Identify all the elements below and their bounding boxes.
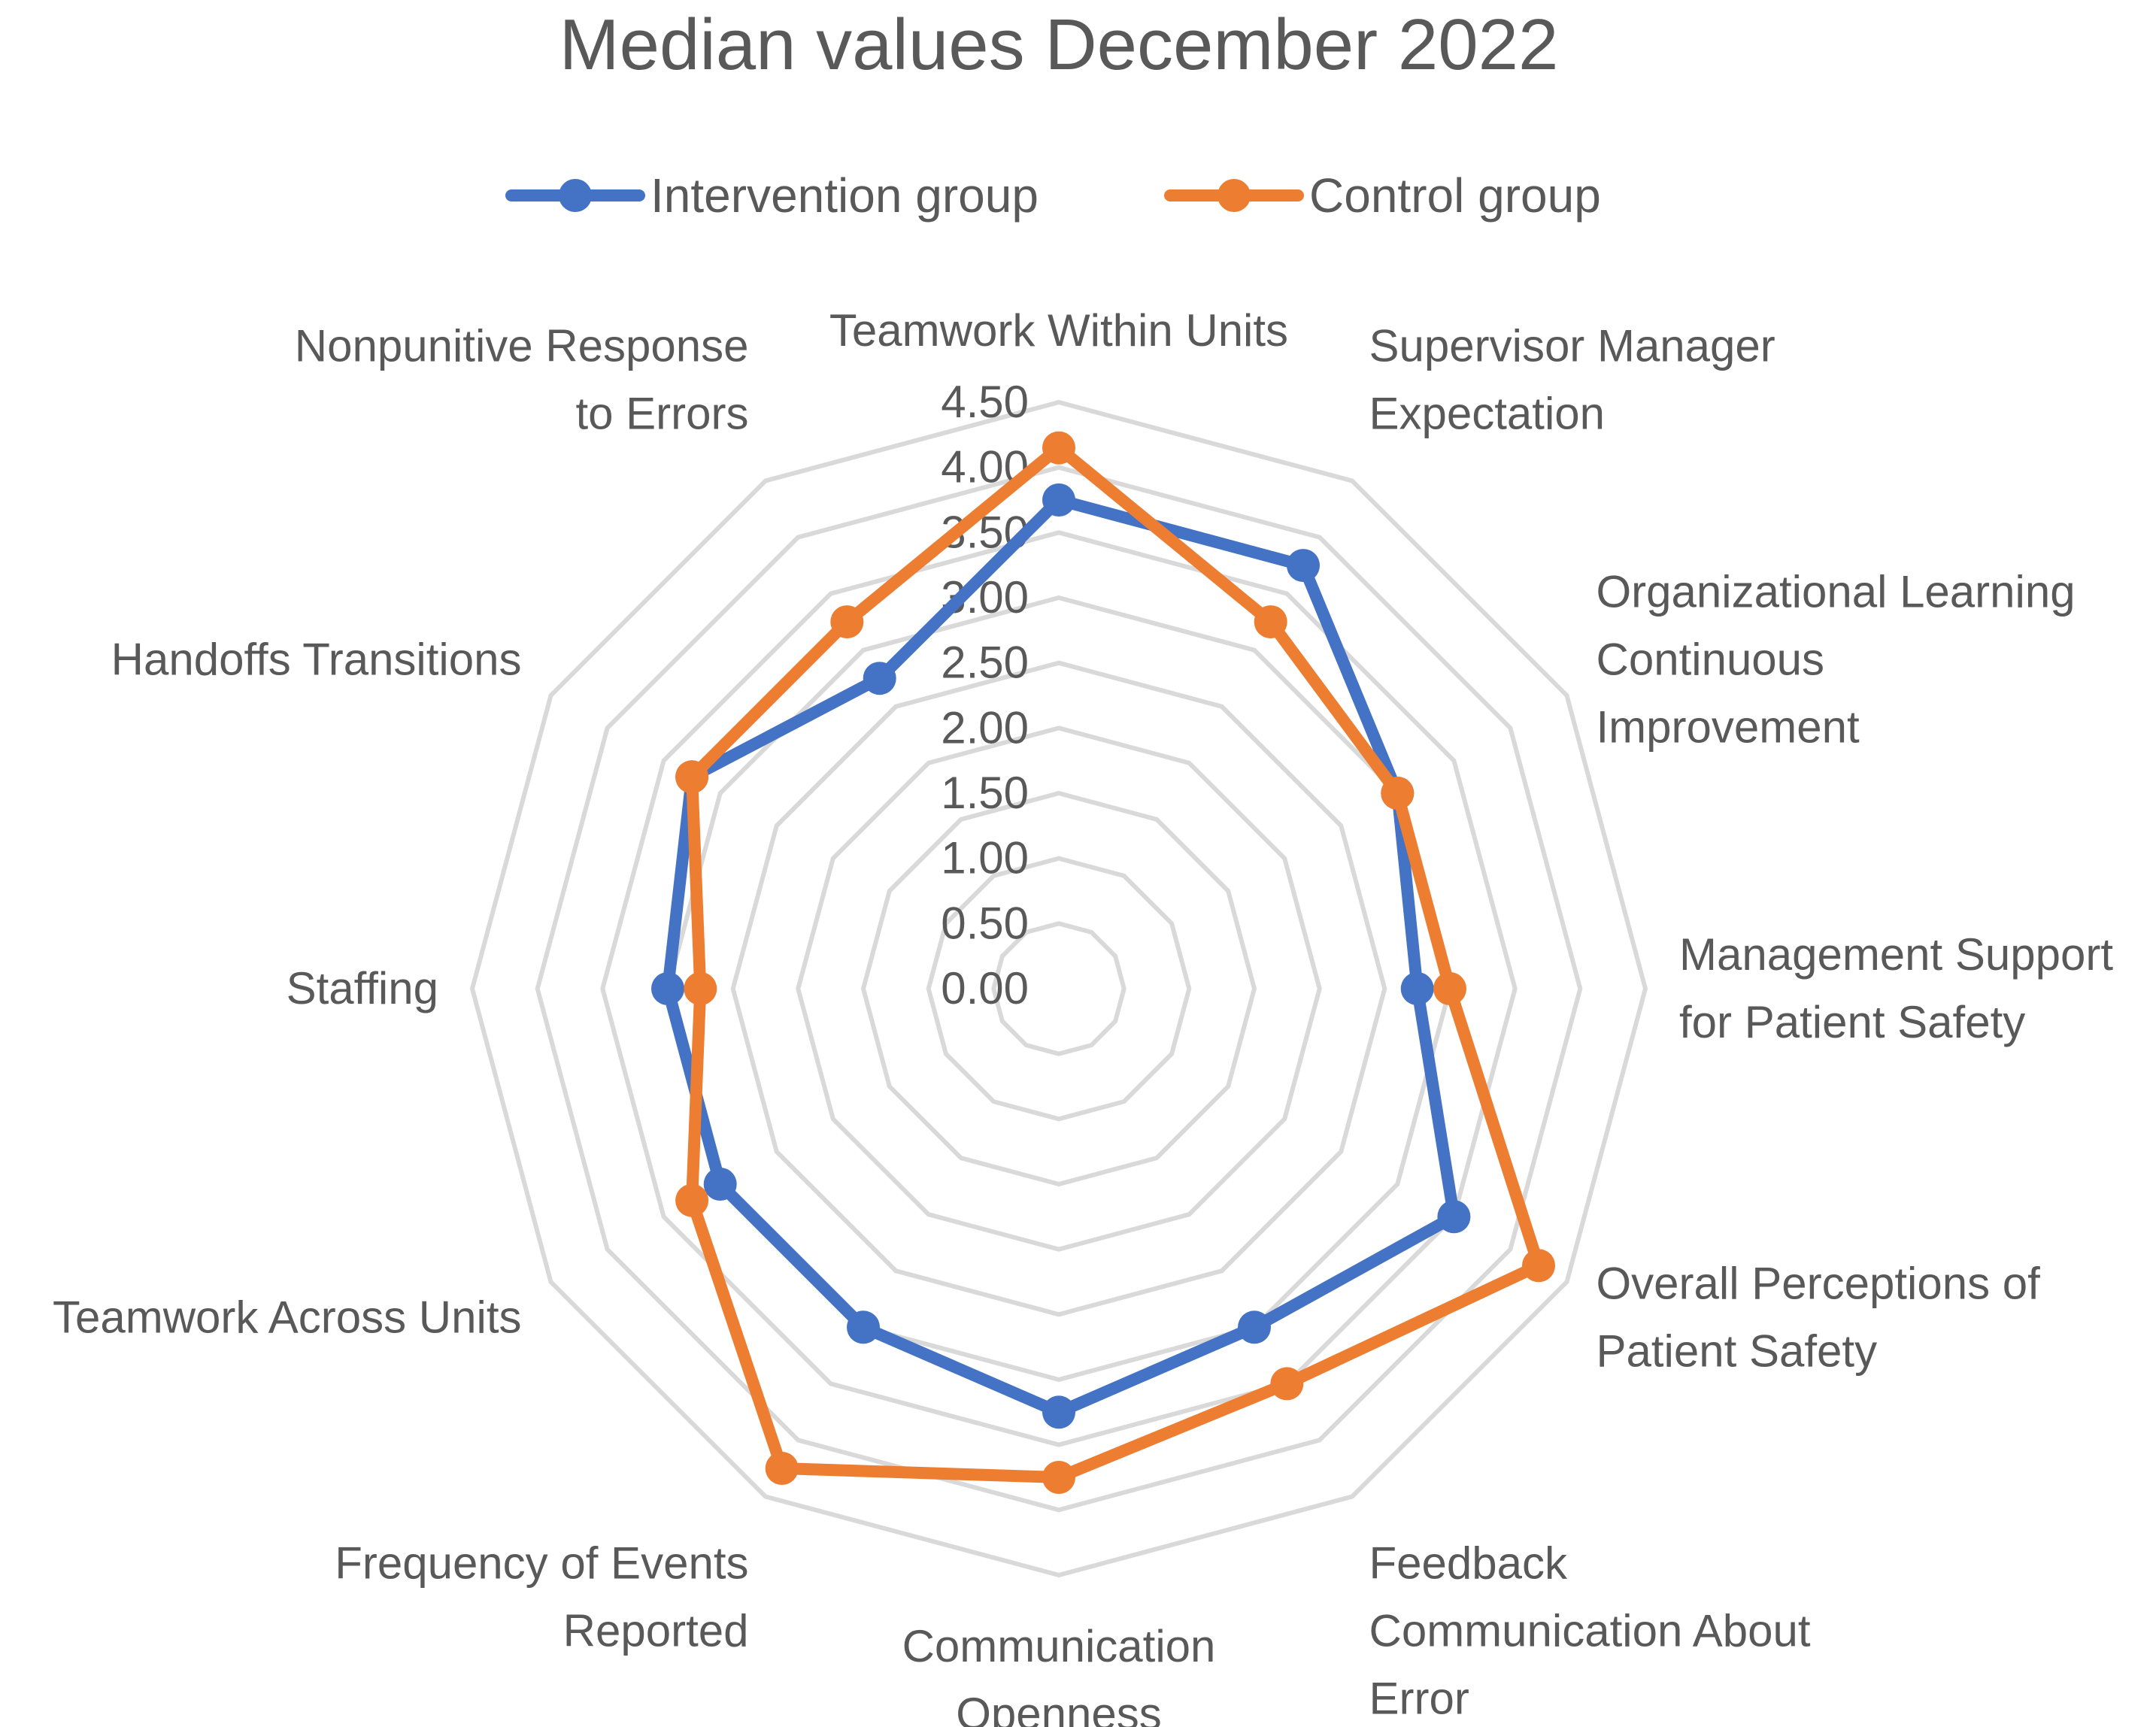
category-label-line: Handoffs Transitions xyxy=(111,635,522,685)
tick-label: 2.50 xyxy=(941,638,1029,688)
category-label-line: Communication xyxy=(902,1621,1216,1671)
data-point[interactable] xyxy=(675,760,709,794)
category-label: Feedback Communication About Error xyxy=(1369,1538,1811,1724)
grid-ring xyxy=(730,660,1387,1317)
category-label: Organizational Learning Continuous Improve… xyxy=(1597,567,2076,753)
category-label: Overall Perceptions of Patient Safety xyxy=(1597,1259,2041,1377)
category-label-line: Nonpunitive Response xyxy=(295,321,749,371)
radar-grid xyxy=(469,399,1648,1578)
category-label-line: Reported xyxy=(563,1606,749,1656)
category-label-line: Improvement xyxy=(1597,702,1860,753)
category-label: Handoffs Transitions xyxy=(111,635,522,685)
radial-tick-labels: 0.000.501.001.502.002.503.003.504.004.50 xyxy=(941,377,1029,1013)
category-label-line: Overall Perceptions of xyxy=(1597,1259,2041,1309)
grid-ring xyxy=(600,530,1518,1447)
data-point[interactable] xyxy=(1287,549,1320,583)
legend: Intervention group Control group xyxy=(505,168,1601,223)
grid-ring xyxy=(469,399,1648,1578)
data-point[interactable] xyxy=(1042,1461,1075,1494)
data-point[interactable] xyxy=(684,972,717,1005)
category-label: Staffing xyxy=(287,963,438,1013)
data-point[interactable] xyxy=(1270,1367,1304,1401)
category-label-line: Staffing xyxy=(287,963,438,1013)
category-label-line: Continuous xyxy=(1597,635,1825,685)
grid-ring xyxy=(860,790,1257,1187)
data-point[interactable] xyxy=(703,1168,737,1201)
tick-label: 1.50 xyxy=(941,768,1029,818)
category-label-line: Feedback xyxy=(1369,1538,1568,1589)
legend-item-control[interactable]: Control group xyxy=(1164,168,1601,223)
data-point[interactable] xyxy=(863,662,896,695)
category-label: Frequency of Events Reported xyxy=(335,1538,748,1656)
data-point[interactable] xyxy=(847,1310,880,1344)
category-label: Teamwork Within Units xyxy=(829,305,1288,356)
data-point[interactable] xyxy=(830,605,864,639)
category-label-line: Error xyxy=(1369,1674,1469,1724)
grid-ring xyxy=(991,921,1127,1056)
data-point[interactable] xyxy=(675,1183,709,1217)
legend-marker-control xyxy=(1217,179,1251,212)
category-label: Teamwork Across Units xyxy=(53,1292,522,1343)
category-label: Nonpunitive Response to Errors xyxy=(295,321,749,439)
grid-ring xyxy=(796,726,1322,1252)
category-label-line: Expectation xyxy=(1369,389,1606,439)
category-label: Supervisor Manager Expectation xyxy=(1369,321,1775,439)
legend-item-intervention[interactable]: Intervention group xyxy=(505,168,1039,223)
tick-label: 1.00 xyxy=(941,833,1029,883)
category-label-line: Supervisor Manager xyxy=(1369,321,1775,371)
category-label-line: for Patient Safety xyxy=(1679,997,2025,1047)
grid-ring xyxy=(926,856,1192,1122)
category-label-line: Teamwork Within Units xyxy=(829,305,1288,356)
category-label-line: Openness xyxy=(956,1689,1162,1727)
legend-label-control: Control group xyxy=(1309,168,1601,223)
data-point[interactable] xyxy=(1437,1200,1471,1234)
category-label-line: Frequency of Events xyxy=(335,1538,748,1589)
category-label: Communication Openness xyxy=(902,1621,1216,1727)
tick-label: 4.50 xyxy=(941,377,1029,427)
category-label-line: Patient Safety xyxy=(1597,1326,1878,1377)
category-label-line: Communication About xyxy=(1369,1606,1811,1656)
category-label-line: to Errors xyxy=(575,389,748,439)
data-point[interactable] xyxy=(1522,1249,1555,1283)
data-point[interactable] xyxy=(1042,431,1075,465)
data-point[interactable] xyxy=(1042,1395,1075,1429)
data-point[interactable] xyxy=(1238,1310,1271,1344)
tick-label: 0.50 xyxy=(941,898,1029,948)
legend-marker-intervention xyxy=(559,179,592,212)
data-point[interactable] xyxy=(1381,777,1415,810)
category-label-line: Organizational Learning xyxy=(1597,567,2076,617)
data-series xyxy=(651,431,1555,1494)
chart-title: Median values December 2022 xyxy=(559,5,1559,85)
data-point[interactable] xyxy=(765,1452,799,1485)
category-label-line: Teamwork Across Units xyxy=(53,1292,522,1343)
data-point[interactable] xyxy=(1433,972,1466,1005)
grid-ring xyxy=(535,465,1583,1513)
tick-label: 2.00 xyxy=(941,702,1029,753)
category-label-line: Management Support xyxy=(1679,929,2113,980)
category-label: Management Support for Patient Safety xyxy=(1679,929,2113,1047)
data-point[interactable] xyxy=(1254,605,1287,639)
data-point[interactable] xyxy=(1042,483,1075,517)
category-labels: Teamwork Within Units Supervisor Manager E… xyxy=(53,305,2113,1727)
legend-label-intervention: Intervention group xyxy=(650,168,1039,223)
data-point[interactable] xyxy=(651,972,684,1005)
tick-label: 0.00 xyxy=(941,963,1029,1013)
data-point[interactable] xyxy=(1400,972,1434,1005)
